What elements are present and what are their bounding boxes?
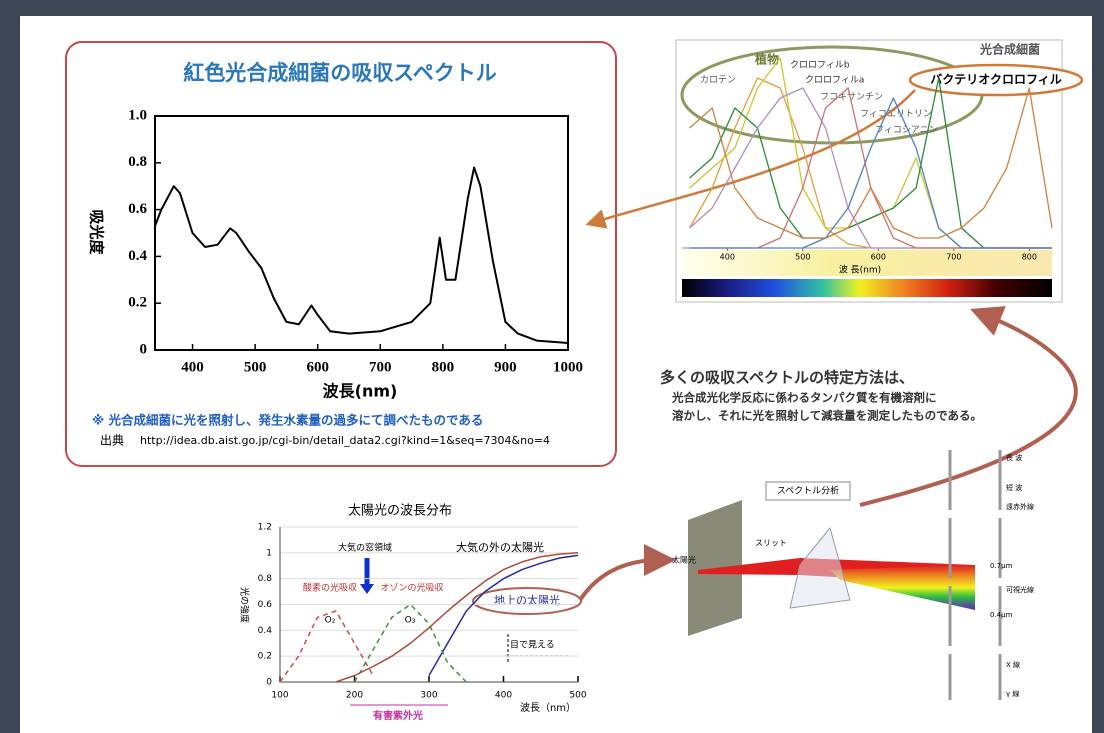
explanation-line: 溶かし、それに光を照射して減衰量を測定したものである。 [672,409,982,423]
y-tick-label: 0.4 [258,626,273,636]
x-axis-label: 波 長(nm) [839,264,881,276]
x-tick-label: 400 [720,253,735,262]
x-tick-label: 600 [871,253,886,262]
prism-title: スペクトル分析 [777,485,839,497]
x-axis-label: 波長(nm) [323,382,398,401]
annotation: O₃ [405,616,416,626]
spectrum-label: 長 波 [1006,453,1022,462]
y-tick-label: 0.6 [258,600,273,610]
y-tick-label: 0 [140,341,148,357]
series-label: フィコエリトリン [860,110,932,120]
y-tick-label: 0.4 [128,248,147,264]
x-tick-label: 400 [181,359,204,375]
x-tick-label: 200 [346,691,363,701]
spectrum-label: 可視光線 [1006,585,1034,594]
x-tick-label: 500 [795,253,810,262]
x-tick-label: 600 [306,359,329,375]
slide: 紅色光合成細菌の吸収スペクトル 吸光度 波長(nm) ※ 光合成細菌に光を照射し… [0,0,1104,733]
note: ※ 光合成細菌に光を照射し、発生水素量の過多にて調べたものである [92,413,483,428]
explanation-line: 光合成光化学反応に係わるタンパク質を有機溶剤に [671,391,937,405]
series-label: 大気の外の太陽光 [456,540,544,554]
spectrum-label: 0.7μm [990,562,1013,570]
x-tick-label: 500 [244,359,267,375]
y-tick-label: 0.8 [128,154,147,170]
x-tick-label: 700 [946,253,961,262]
x-tick-label: 300 [420,691,437,701]
x-tick-label: 700 [369,359,392,375]
series-label: オゾンの光吸収 [380,582,443,594]
annotation: 有害紫外光 [373,709,423,722]
chart-title: 太陽光の波長分布 [348,504,452,519]
x-tick-label: 900 [494,359,517,375]
annotation: O₂ [325,616,336,626]
spectrum-bar [682,279,1052,297]
annotation: 大気の窓領域 [338,542,392,554]
spectrum-label: γ 線 [1006,689,1019,698]
x-tick-label: 500 [569,691,586,701]
slit-label: スリット [755,539,787,548]
spectrum-label: 0.4μm [990,611,1013,619]
y-tick-label: 0.6 [128,201,147,217]
page: {"chart_data":[ {"type":"line","title":"… [0,0,1104,733]
y-tick-label: 1 [266,548,272,558]
sunlight-label: 太陽光 [672,555,696,565]
series-label: クロロフィルb [790,60,850,71]
spectrum-label: 短 波 [1006,483,1022,492]
y-tick-label: 0.8 [258,574,273,584]
spectrum-label: X 線 [1006,660,1020,669]
chart-title: 紅色光合成細菌の吸収スペクトル [183,61,497,85]
y-tick-label: 1.0 [128,107,147,123]
series-label: バクテリオクロロフィル [930,73,1062,87]
spectrum-label: 遠赤外線 [1006,502,1034,511]
x-tick-label: 1000 [553,359,583,375]
annotation: 目で見える [510,640,555,651]
y-tick-label: 1.2 [258,523,272,533]
x-tick-label: 400 [495,691,512,701]
y-tick-label: 0.2 [128,295,147,311]
source-url: http://idea.db.aist.go.jp/cgi-bin/detail… [140,434,550,447]
source-label: 出典 [100,434,124,448]
x-axis-label: 波長（nm） [520,701,576,714]
y-tick-label: 0 [266,678,272,688]
x-tick-label: 800 [432,359,455,375]
series-label: カロテン [700,75,736,86]
y-axis-label: 吸光度 [88,209,106,255]
y-axis-label: 光の強度 [239,587,251,623]
x-tick-label: 800 [1022,253,1037,262]
x-tick-label: 100 [271,691,288,701]
group-label: 光合成細菌 [979,42,1040,57]
explanation-heading: 多くの吸収スペクトルの特定方法は、 [660,369,914,387]
series-label: クロロフィルa [805,75,864,86]
y-tick-label: 0.2 [258,652,272,662]
panel-frame [66,42,616,466]
series-label: 酸素の光吸収 [303,582,357,594]
